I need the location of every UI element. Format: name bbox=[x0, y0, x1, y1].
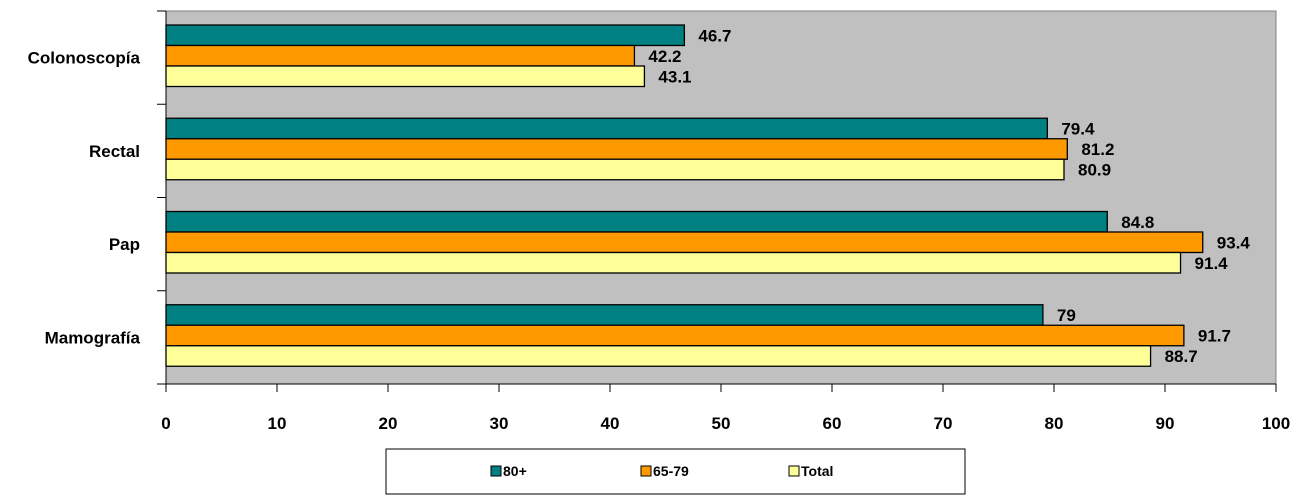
value-label: 84.8 bbox=[1121, 213, 1154, 232]
value-label: 91.4 bbox=[1195, 254, 1229, 273]
category-label: Mamografía bbox=[45, 328, 141, 347]
x-tick-label: 70 bbox=[934, 414, 953, 433]
x-tick-label: 100 bbox=[1262, 414, 1290, 433]
x-tick-label: 60 bbox=[823, 414, 842, 433]
legend-swatch-total bbox=[788, 465, 800, 477]
x-tick-label: 80 bbox=[1045, 414, 1064, 433]
value-label: 79 bbox=[1057, 306, 1076, 325]
legend-label: 65-79 bbox=[653, 463, 689, 479]
value-label: 88.7 bbox=[1165, 347, 1198, 366]
x-tick-label: 40 bbox=[601, 414, 620, 433]
value-labels-group: 46.7 42.243.1 79.481.2 80.9 84.8 93.4 91.4 79 91… bbox=[648, 26, 1250, 366]
category-label: Colonoscopía bbox=[28, 49, 141, 68]
bar-colonoscopía-65-79 bbox=[165, 44, 636, 67]
bar-rectal-total bbox=[165, 158, 1065, 181]
x-tick-label: 90 bbox=[1156, 414, 1175, 433]
value-label: 93.4 bbox=[1217, 233, 1251, 252]
legend-swatch-80+ bbox=[490, 465, 502, 477]
legend: 80+ 65-79 Total bbox=[385, 448, 966, 495]
legend-label: Total bbox=[801, 463, 833, 479]
bar-mamografía-65-79 bbox=[165, 324, 1185, 347]
bar-rectal-80+ bbox=[165, 117, 1048, 140]
legend-label: 80+ bbox=[503, 463, 527, 479]
value-label: 91.7 bbox=[1198, 327, 1231, 346]
bar-rectal-65-79 bbox=[165, 138, 1068, 160]
x-tick-label: 10 bbox=[268, 414, 287, 433]
bar-colonoscopía-total bbox=[165, 65, 646, 88]
legend-box bbox=[385, 448, 966, 495]
x-tick-label: 20 bbox=[379, 414, 398, 433]
bar-pap-65-79 bbox=[165, 231, 1204, 254]
x-tick-label: 30 bbox=[490, 414, 509, 433]
value-label: 81.2 bbox=[1081, 140, 1114, 159]
bar-pap-total bbox=[165, 251, 1182, 274]
value-label: 80.9 bbox=[1078, 161, 1111, 180]
bar-mamografía-80+ bbox=[165, 304, 1044, 326]
bar-mamografía-total bbox=[165, 345, 1152, 367]
value-label: 43.1 bbox=[658, 67, 691, 86]
legend-swatch-65-79 bbox=[640, 465, 652, 477]
value-label: 79.4 bbox=[1061, 120, 1095, 139]
x-tick-label: 0 bbox=[161, 414, 170, 433]
value-label: 46.7 bbox=[698, 26, 731, 45]
bars-group bbox=[165, 24, 1204, 367]
bar-colonoscopía-80+ bbox=[165, 24, 686, 47]
category-label: Pap bbox=[109, 235, 140, 254]
value-label: 42.2 bbox=[648, 47, 681, 66]
x-tick-label: 50 bbox=[712, 414, 731, 433]
category-label: Rectal bbox=[89, 142, 140, 161]
bar-pap-80+ bbox=[165, 210, 1108, 233]
axes-group: Colonoscopía Rectal Pap Mamografía 0 10 20 30 40… bbox=[28, 10, 1290, 433]
